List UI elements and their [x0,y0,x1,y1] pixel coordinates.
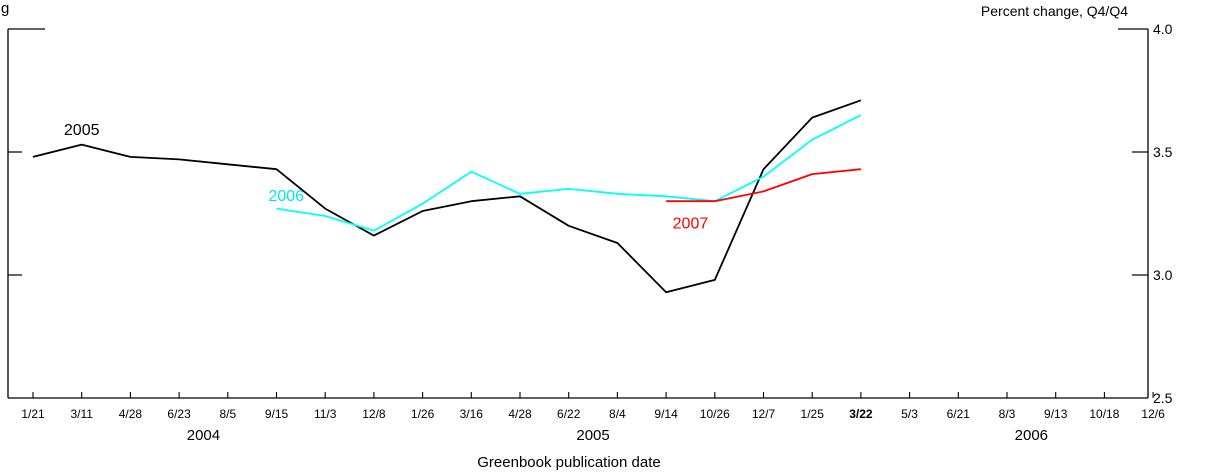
x-tick-label: 11/3 [314,407,337,421]
series-line-2006 [276,114,862,232]
x-axis-ticks: 1/21 3/11 4/28 6/23 8/5 9/15 11/3 12/8 1/26 3/16 4… [21,392,1165,421]
x-tick-label: 6/23 [167,407,191,421]
top-left-text-fragment: g [1,0,9,17]
series-label-2006: 2006 [268,188,304,205]
x-tick-label: 8/4 [609,407,626,421]
x-tick-label: 10/18 [1089,407,1119,421]
series-line-2007 [666,168,861,203]
y-tick-label: 2.5 [1153,390,1173,406]
x-tick-label: 5/3 [901,407,918,421]
y-tick-label: 3.0 [1153,267,1173,283]
x-tick-label: 12/8 [362,407,386,421]
x-axis-years: 2004 2005 2006 [187,427,1048,444]
x-year-label: 2005 [576,427,609,444]
series-labels: 2005 2006 2007 [64,122,708,232]
x-axis-title: Greenbook publication date [477,454,660,471]
series-label-2005: 2005 [64,122,100,139]
x-tick-label: 9/13 [1044,407,1068,421]
units-label: Percent change, Q4/Q4 [981,3,1128,19]
x-year-label: 2004 [187,427,220,444]
x-tick-label: 9/15 [265,407,289,421]
x-tick-label: 12/6 [1141,407,1165,421]
x-tick-label: 12/7 [752,407,776,421]
x-year-label: 2006 [1015,427,1048,444]
x-tick-label: 1/21 [21,407,45,421]
plot-frame [7,28,1149,399]
x-tick-label: 9/14 [654,407,678,421]
x-tick-label: 6/21 [947,407,971,421]
x-tick-label: 8/5 [219,407,236,421]
x-tick-label: 10/26 [700,407,730,421]
x-tick-label: 3/16 [460,407,484,421]
x-tick-label: 3/11 [70,407,93,421]
x-tick-label: 4/28 [119,407,143,421]
y-tick-label: 4.0 [1153,21,1173,37]
series-label-2007: 2007 [673,215,709,232]
y-axis-ticks: 2.5 3.0 3.5 4.0 [8,21,1173,406]
x-tick-label: 6/22 [557,407,581,421]
x-tick-label: 1/26 [411,407,435,421]
x-tick-label: 1/25 [801,407,825,421]
x-tick-label: 3/22 [849,407,873,421]
x-tick-label: 4/28 [508,407,532,421]
x-tick-label: 8/3 [999,407,1016,421]
y-tick-label: 3.5 [1153,144,1173,160]
series-lines [32,99,862,294]
series-line-2005 [32,99,862,294]
